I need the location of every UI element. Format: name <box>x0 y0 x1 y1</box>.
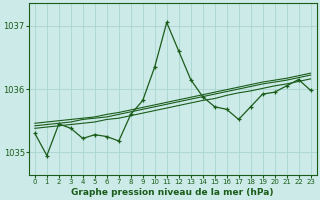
X-axis label: Graphe pression niveau de la mer (hPa): Graphe pression niveau de la mer (hPa) <box>71 188 274 197</box>
